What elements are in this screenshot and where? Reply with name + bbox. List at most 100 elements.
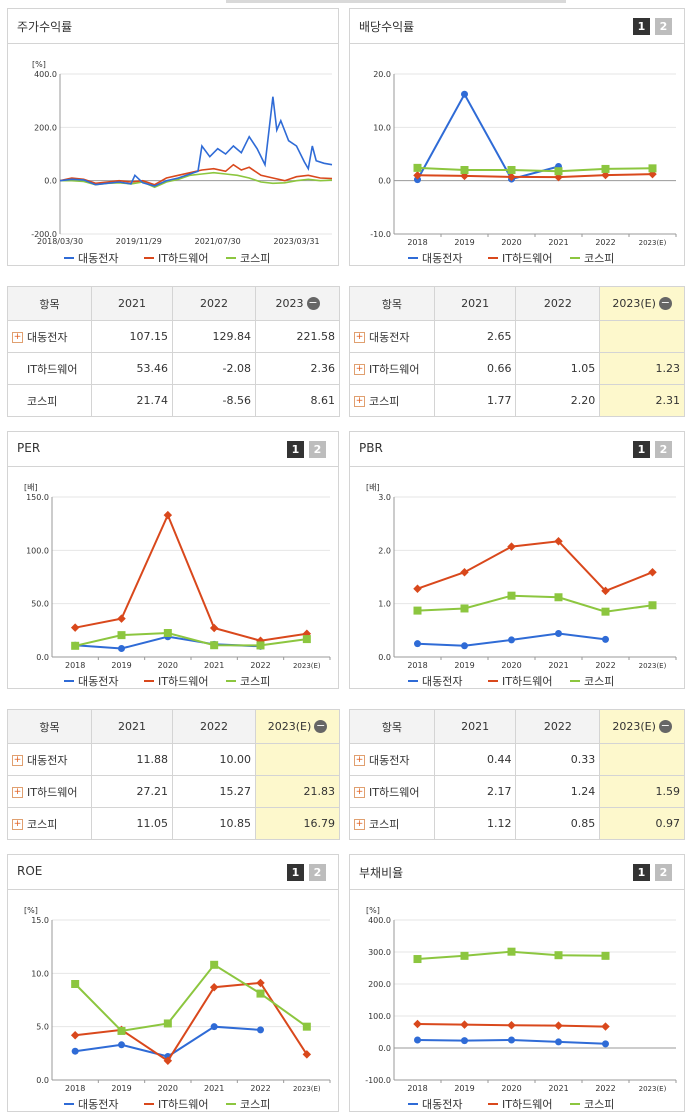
legend-label: 대동전자 — [422, 1098, 462, 1111]
y-tick-label: 20.0 — [373, 70, 391, 79]
x-tick-label: 2022 — [595, 661, 615, 670]
page-2-button[interactable]: 2 — [309, 864, 326, 881]
data-point — [507, 947, 516, 956]
expand-icon[interactable]: + — [354, 819, 365, 830]
column-header: 2023− — [255, 286, 340, 321]
cell-value: 1.23 — [655, 362, 681, 375]
expand-icon[interactable]: + — [12, 755, 23, 766]
value-cell: 0.33 — [515, 743, 601, 776]
row-name-cell: + 대동전자 — [349, 743, 435, 776]
panel-title: 부채비율 — [359, 866, 404, 880]
unit-label: [%] — [24, 906, 38, 915]
column-header: 항목 — [349, 709, 435, 744]
column-header: 항목 — [7, 709, 92, 744]
expand-icon[interactable]: + — [12, 787, 23, 798]
y-tick-label: 100.0 — [26, 546, 49, 555]
y-tick-label: 300.0 — [368, 948, 391, 957]
cell-value: 11.05 — [136, 817, 169, 830]
column-header-label: 2023(E) — [612, 296, 656, 310]
data-point — [413, 171, 422, 180]
data-point — [460, 567, 469, 577]
data-point — [508, 636, 515, 644]
data-point — [256, 989, 265, 998]
x-tick-label: 2019/11/29 — [116, 237, 162, 246]
expand-icon[interactable]: + — [354, 332, 365, 343]
page-2-button[interactable]: 2 — [655, 441, 672, 458]
dividend-table: 항목 2021 2022 2023(E) − + 대동전자 2.65 + IT하드웨어 0.66 1.… — [349, 286, 685, 417]
data-point — [601, 951, 610, 960]
debt-ratio-chart: 400.0 300.0 200.0 100.0 0.0 -100.0 [%] 2018 2019… — [365, 906, 677, 1111]
expand-icon[interactable]: + — [12, 332, 23, 343]
y-tick-label: 0.0 — [44, 177, 57, 186]
data-point — [602, 1040, 609, 1048]
collapse-icon[interactable]: − — [658, 296, 672, 311]
top-tab-strip — [226, 0, 566, 3]
expand-icon[interactable]: + — [12, 819, 23, 830]
data-point — [413, 1019, 422, 1029]
table-header-row: 항목 2021 2022 2023(E) − — [349, 286, 685, 321]
page-1-button[interactable]: 1 — [633, 864, 650, 881]
column-header-label: 항목 — [39, 720, 60, 734]
table-row: + 코스피 1.77 2.20 2.31 — [349, 384, 685, 417]
page-2-button[interactable]: 2 — [655, 864, 672, 881]
collapse-icon[interactable]: − — [306, 296, 320, 311]
legend-label: 코스피 — [240, 1098, 270, 1111]
panel-header: PER 1 2 — [8, 432, 338, 467]
per-panel: PER 1 2 150.0 100.0 50.0 0.0 [배] 2018 2019 2020… — [7, 431, 339, 689]
data-point — [117, 1026, 126, 1035]
data-point — [413, 584, 422, 593]
page-1-button[interactable]: 1 — [633, 18, 650, 35]
value-cell: 16.79 — [255, 807, 340, 840]
column-header: 2021 — [91, 709, 173, 744]
data-point — [413, 163, 422, 172]
x-tick-label: 2018 — [407, 1084, 427, 1093]
collapse-icon[interactable]: − — [314, 719, 328, 734]
expand-icon[interactable]: + — [354, 755, 365, 766]
data-point — [257, 1026, 264, 1034]
expand-icon[interactable]: + — [354, 364, 365, 375]
data-point — [555, 1038, 562, 1046]
page-1-button[interactable]: 1 — [287, 864, 304, 881]
table-row: + IT하드웨어 27.21 15.27 21.83 — [7, 775, 340, 808]
expand-icon[interactable]: + — [354, 396, 365, 407]
column-header-label: 2021 — [461, 297, 490, 310]
data-point — [602, 635, 609, 643]
x-tick-label: 2018 — [65, 1084, 85, 1093]
page-2-button[interactable]: 2 — [309, 441, 326, 458]
collapse-icon[interactable]: − — [658, 719, 672, 734]
cell-value: 0.66 — [486, 362, 512, 375]
x-tick-label: 2021 — [204, 1084, 224, 1093]
series-line — [417, 166, 653, 173]
data-point — [163, 1056, 173, 1066]
expand-icon[interactable]: + — [354, 787, 365, 798]
value-cell: 1.77 — [433, 384, 517, 417]
y-tick-label: 50.0 — [31, 600, 49, 609]
page-1-button[interactable]: 1 — [633, 441, 650, 458]
x-tick-label: 2019 — [454, 1084, 474, 1093]
row-name-cell: + IT하드웨어 — [349, 352, 435, 385]
y-tick-label: 400.0 — [34, 70, 57, 79]
y-tick-label: 1.0 — [378, 600, 391, 609]
page-1-button[interactable]: 1 — [287, 441, 304, 458]
value-cell: 2.65 — [433, 320, 517, 353]
table-row: + 대동전자 0.44 0.33 — [349, 743, 685, 776]
x-tick-label: 2019 — [454, 661, 474, 670]
cell-value: 0.85 — [570, 817, 596, 830]
row-name: 대동전자 — [369, 330, 410, 344]
column-header: 2023(E) − — [599, 286, 685, 321]
x-tick-label: 2023(E) — [293, 1085, 321, 1093]
x-tick-label: 2018/03/30 — [37, 237, 83, 246]
cell-value: 16.79 — [303, 817, 336, 830]
value-cell: 1.24 — [515, 775, 601, 808]
series-line — [59, 96, 333, 187]
row-name-cell: + 대동전자 — [7, 320, 92, 353]
column-header-label: 2023(E) — [612, 719, 656, 733]
value-cell: 221.58 — [255, 320, 340, 353]
page-2-button[interactable]: 2 — [655, 18, 672, 35]
row-name: 코스피 — [369, 394, 400, 408]
cell-value: 1.77 — [486, 394, 512, 407]
value-cell: 53.46 — [91, 352, 173, 385]
cell-value: 10.85 — [219, 817, 252, 830]
y-tick-label: 0.0 — [378, 177, 391, 186]
row-name: IT하드웨어 — [369, 362, 420, 376]
